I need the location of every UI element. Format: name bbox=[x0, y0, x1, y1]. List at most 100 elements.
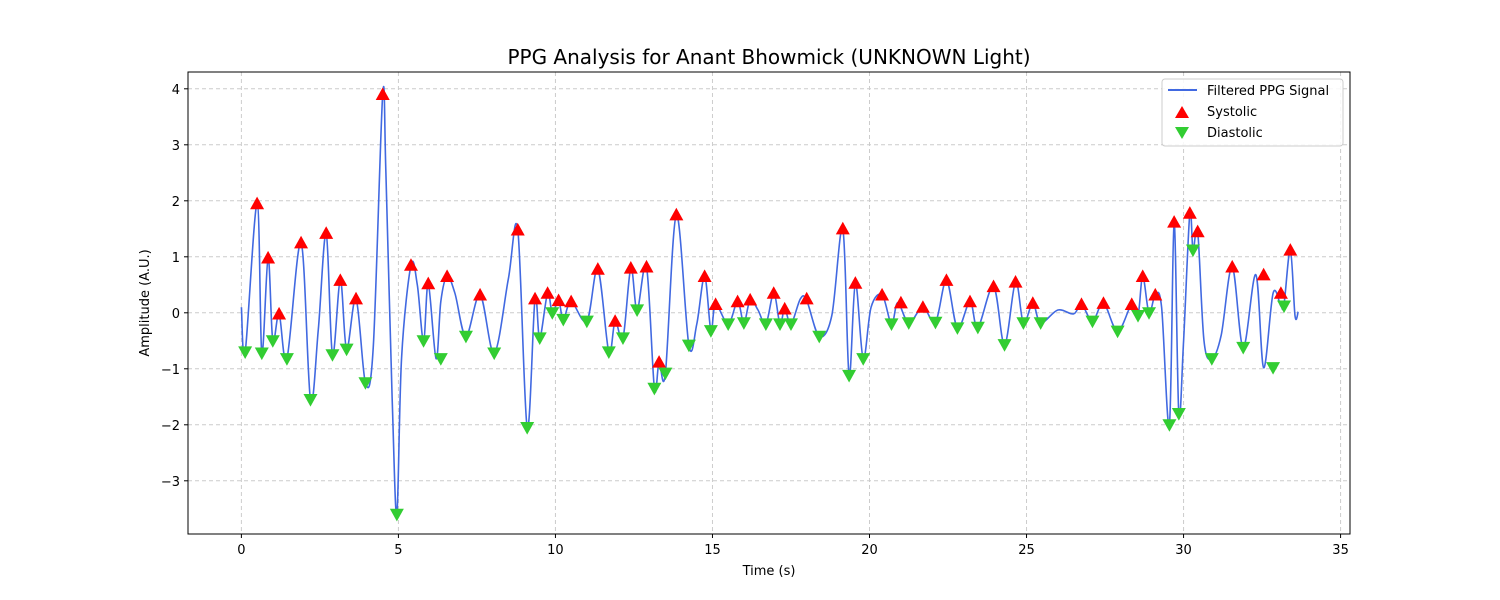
systolic-peak-marker bbox=[697, 269, 712, 282]
diastolic-trough-marker bbox=[1085, 315, 1100, 329]
diastolic-trough-marker bbox=[1131, 310, 1146, 323]
systolic-peak-marker bbox=[939, 273, 954, 286]
diastolic-trough-marker bbox=[545, 307, 560, 320]
systolic-peak-marker bbox=[848, 276, 863, 289]
systolic-peak-marker bbox=[272, 306, 287, 320]
legend-label-signal: Filtered PPG Signal bbox=[1207, 84, 1329, 99]
systolic-peak-marker bbox=[349, 291, 364, 305]
systolic-peak-marker bbox=[294, 235, 309, 249]
systolic-peak-marker bbox=[1167, 215, 1182, 228]
systolic-peak-marker bbox=[835, 221, 850, 235]
diastolic-trough-marker bbox=[856, 353, 871, 366]
systolic-peak-marker bbox=[250, 196, 265, 210]
systolic-peak-marker bbox=[1135, 269, 1150, 282]
systolic-peak-marker bbox=[708, 297, 723, 310]
axes-frame bbox=[187, 71, 1351, 535]
systolic-peak-marker bbox=[1124, 297, 1139, 310]
diastolic-trough-marker bbox=[433, 353, 448, 366]
diastolic-trough-marker bbox=[1204, 353, 1219, 366]
diastolic-trough-marker bbox=[1236, 341, 1251, 355]
diastolic-trough-marker bbox=[601, 346, 616, 359]
x-tick-label: 0 bbox=[237, 543, 245, 558]
x-tick-label: 10 bbox=[547, 543, 564, 558]
y-tick-label: −3 bbox=[161, 475, 180, 490]
axis-ticks: 0 5 10 15 20 25 30 35 −3 −2 −1 0 1 2 3 4 bbox=[161, 83, 1349, 558]
x-tick-label: 30 bbox=[1175, 543, 1192, 558]
diastolic-trough-marker bbox=[703, 325, 718, 338]
systolic-peak-marker bbox=[473, 287, 488, 301]
diastolic-trough-marker bbox=[389, 508, 404, 522]
systolic-peak-marker bbox=[333, 273, 348, 286]
systolic-peak-marker bbox=[777, 301, 792, 315]
diastolic-trough-marker bbox=[358, 377, 373, 390]
diastolic-trough-marker bbox=[928, 316, 943, 330]
diastolic-trough-marker bbox=[1266, 362, 1281, 375]
diastolic-trough-marker bbox=[758, 318, 773, 331]
y-tick-label: −1 bbox=[161, 363, 180, 378]
diastolic-trough-marker bbox=[238, 346, 253, 359]
y-tick-label: 2 bbox=[172, 195, 180, 210]
systolic-peak-marker bbox=[986, 279, 1001, 293]
diastolic-trough-marker bbox=[1277, 300, 1292, 314]
x-tick-label: 5 bbox=[394, 543, 402, 558]
diastolic-trough-marker bbox=[615, 332, 630, 345]
systolic-peak-marker bbox=[1182, 206, 1197, 219]
x-tick-label: 35 bbox=[1332, 543, 1349, 558]
chart-title: PPG Analysis for Anant Bhowmick (UNKNOWN… bbox=[507, 45, 1030, 69]
systolic-peak-marker bbox=[510, 222, 525, 236]
systolic-peak-marker bbox=[1273, 286, 1288, 299]
diastolic-trough-marker bbox=[1016, 317, 1031, 330]
y-tick-label: 4 bbox=[172, 83, 180, 98]
diastolic-trough-marker bbox=[783, 318, 798, 331]
diastolic-trough-marker bbox=[658, 367, 673, 381]
diastolic-trough-marker bbox=[970, 321, 985, 335]
diastolic-trough-marker bbox=[1110, 325, 1125, 339]
y-axis-label: Amplitude (A.U.) bbox=[138, 249, 153, 356]
diastolic-trough-marker bbox=[458, 330, 473, 344]
systolic-peak-marker bbox=[1225, 259, 1240, 273]
systolic-peak-marker bbox=[528, 291, 543, 305]
diastolic-trough-marker bbox=[721, 318, 736, 331]
diastolic-trough-marker bbox=[772, 318, 787, 331]
diastolic-trough-marker bbox=[1033, 317, 1048, 330]
diastolic-trough-marker bbox=[997, 339, 1012, 352]
diastolic-trough-marker bbox=[1142, 307, 1157, 320]
systolic-peak-marker bbox=[319, 226, 334, 239]
systolic-peak-marker bbox=[639, 259, 654, 273]
diastolic-trough-marker bbox=[950, 322, 965, 335]
diastolic-trough-marker bbox=[1171, 408, 1186, 421]
systolic-peak-marker bbox=[669, 207, 684, 221]
diastolic-trough-marker bbox=[303, 394, 318, 407]
systolic-peak-marker bbox=[1190, 224, 1205, 238]
plot-area bbox=[238, 85, 1299, 522]
legend-systolic-marker bbox=[1175, 106, 1189, 118]
y-tick-label: 1 bbox=[172, 251, 180, 266]
systolic-peak-marker bbox=[1256, 267, 1271, 281]
diastolic-trough-marker bbox=[1162, 419, 1177, 432]
diastolic-trough-marker bbox=[487, 347, 502, 361]
systolic-peak-marker bbox=[893, 295, 908, 309]
systolic-peak-marker bbox=[403, 258, 418, 271]
x-tick-label: 25 bbox=[1018, 543, 1035, 558]
systolic-peak-marker bbox=[962, 294, 977, 308]
diastolic-trough-marker bbox=[254, 347, 269, 361]
y-tick-label: 0 bbox=[172, 307, 180, 322]
systolic-peak-marker bbox=[608, 314, 623, 327]
legend-label-systolic: Systolic bbox=[1207, 105, 1257, 120]
systolic-peak-marker bbox=[623, 261, 638, 274]
x-tick-label: 15 bbox=[704, 543, 721, 558]
diastolic-trough-marker bbox=[647, 382, 662, 396]
diastolic-trough-marker bbox=[842, 369, 857, 383]
diastolic-trough-marker bbox=[1185, 244, 1200, 258]
systolic-peak-marker bbox=[1096, 296, 1111, 309]
x-tick-label: 20 bbox=[861, 543, 878, 558]
diastolic-trough-marker bbox=[630, 304, 645, 317]
systolic-peak-marker bbox=[730, 294, 745, 308]
diastolic-trough-marker bbox=[532, 332, 547, 345]
systolic-peak-marker bbox=[440, 269, 455, 282]
systolic-peak-marker bbox=[652, 355, 667, 368]
diastolic-trough-marker bbox=[520, 422, 535, 435]
systolic-peak-marker bbox=[551, 293, 566, 307]
systolic-peak-marker bbox=[1283, 243, 1298, 256]
